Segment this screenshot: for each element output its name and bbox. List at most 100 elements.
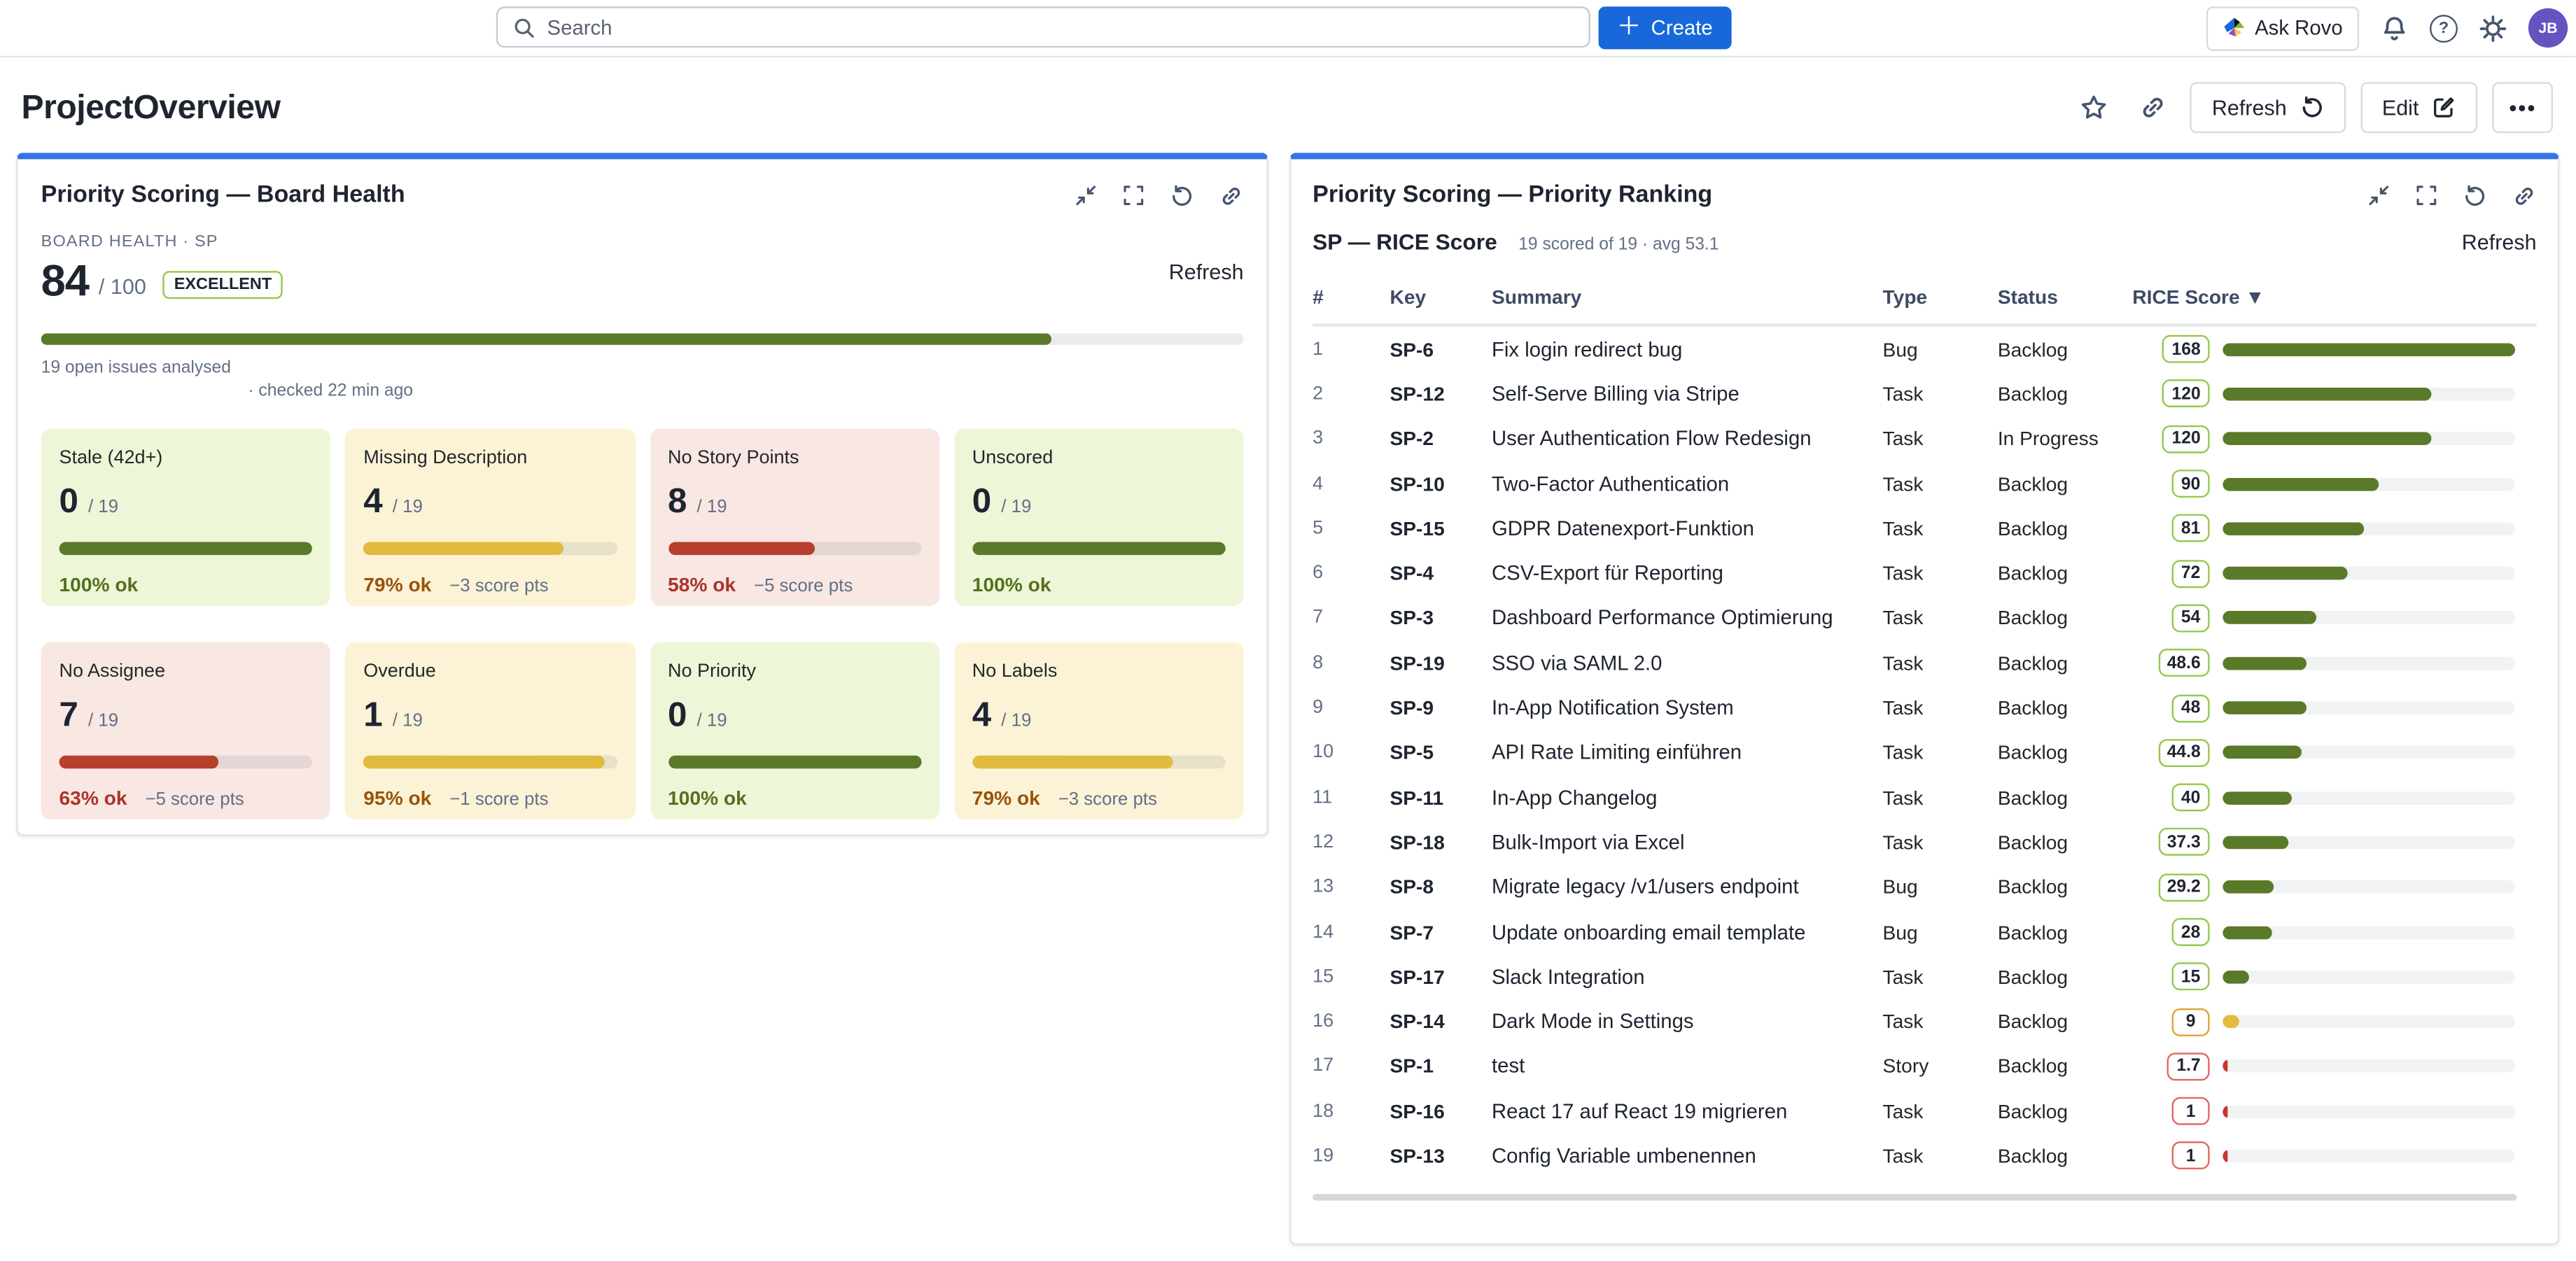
board-health-gadget: Priority Scoring — Board Health BOARD HE… <box>16 153 1268 836</box>
gadget-title: Priority Scoring — Board Health <box>41 183 405 209</box>
link-icon[interactable] <box>1219 183 1243 208</box>
rice-score-badge: 44.8 <box>2158 739 2210 767</box>
row-issue-key: SP-15 <box>1390 517 1492 540</box>
col-summary[interactable]: Summary <box>1492 286 1883 309</box>
row-issue-key: SP-13 <box>1390 1145 1492 1168</box>
col-key[interactable]: Key <box>1390 286 1492 309</box>
row-issue-key: SP-14 <box>1390 1010 1492 1034</box>
row-issue-key: SP-7 <box>1390 920 1492 943</box>
stat-card-pct: 58% ok <box>668 573 736 596</box>
refresh-button[interactable]: Refresh <box>2190 82 2346 133</box>
more-actions-button[interactable]: ••• <box>2493 82 2553 133</box>
health-stat-card: Overdue 1 / 19 95% ok −1 score pts <box>345 642 635 819</box>
history-refresh-icon[interactable] <box>1170 183 1194 208</box>
copy-link-icon[interactable] <box>2132 94 2176 122</box>
horizontal-scrollbar[interactable] <box>1312 1193 2516 1199</box>
row-status: In Progress <box>1998 428 2132 451</box>
stat-card-pct: 100% ok <box>59 573 138 596</box>
row-summary: In-App Notification System <box>1492 696 1883 719</box>
row-issue-key: SP-3 <box>1390 607 1492 630</box>
row-status: Backlog <box>1998 1055 2132 1078</box>
rice-score-bar <box>2222 1105 2515 1118</box>
ranking-refresh-link[interactable]: Refresh <box>2462 230 2537 255</box>
edit-button[interactable]: Edit <box>2360 82 2478 133</box>
star-favorite-icon[interactable] <box>2072 94 2116 122</box>
stat-card-bar <box>363 756 617 769</box>
help-icon[interactable]: ? <box>2430 14 2458 42</box>
stat-card-pct: 79% ok <box>972 787 1040 810</box>
collapse-icon[interactable] <box>2367 184 2390 207</box>
row-type: Task <box>1883 1010 1998 1034</box>
row-score-cell: 48 <box>2132 694 2536 722</box>
row-status: Backlog <box>1998 875 2132 899</box>
col-type[interactable]: Type <box>1883 286 1998 309</box>
fullscreen-icon[interactable] <box>2415 184 2438 207</box>
table-row: 12 SP-18 Bulk-Import via Excel Task Back… <box>1312 820 2536 865</box>
row-status: Backlog <box>1998 1100 2132 1123</box>
notifications-bell-icon[interactable] <box>2381 14 2409 42</box>
rice-score-bar <box>2222 791 2515 804</box>
row-status: Backlog <box>1998 383 2132 406</box>
table-row: 11 SP-11 In-App Changelog Task Backlog 4… <box>1312 775 2536 820</box>
history-refresh-icon[interactable] <box>2463 183 2487 208</box>
row-summary: Self-Serve Billing via Stripe <box>1492 383 1883 406</box>
ranking-table-header: # Key Summary Type Status RICE Score ▼ <box>1312 286 2536 327</box>
col-score-sorted[interactable]: RICE Score ▼ <box>2132 286 2536 309</box>
row-rank: 11 <box>1312 788 1390 808</box>
row-status: Backlog <box>1998 338 2132 361</box>
fullscreen-icon[interactable] <box>1122 184 1145 207</box>
row-summary: API Rate Limiting einführen <box>1492 741 1883 764</box>
row-score-cell: 15 <box>2132 963 2536 991</box>
row-summary: test <box>1492 1055 1883 1078</box>
global-search-input[interactable]: Search <box>496 6 1590 48</box>
create-button[interactable]: ＋ Create <box>1599 6 1731 49</box>
stat-card-label: No Assignee <box>59 662 312 682</box>
board-health-refresh-link[interactable]: Refresh <box>1169 260 1244 284</box>
board-health-section-label: BOARD HEALTH · SP <box>41 233 1244 251</box>
rice-score-badge: 1.7 <box>2167 1052 2209 1080</box>
ask-rovo-button[interactable]: Ask Rovo <box>2206 6 2359 50</box>
health-score-value: 84 <box>41 256 89 307</box>
rice-score-badge: 1 <box>2172 1097 2210 1125</box>
row-summary: Migrate legacy /v1/users endpoint <box>1492 875 1883 899</box>
health-rating-badge: EXCELLENT <box>162 271 283 299</box>
col-rank[interactable]: # <box>1312 286 1390 309</box>
row-summary: Dashboard Performance Optimierung <box>1492 607 1883 630</box>
search-icon <box>512 15 536 38</box>
link-icon[interactable] <box>2512 183 2536 208</box>
row-score-cell: 72 <box>2132 559 2536 587</box>
row-issue-key: SP-6 <box>1390 338 1492 361</box>
collapse-icon[interactable] <box>1074 184 1098 207</box>
row-status: Backlog <box>1998 607 2132 630</box>
rice-score-badge: 40 <box>2172 784 2210 812</box>
settings-gear-icon[interactable] <box>2479 14 2507 42</box>
col-status[interactable]: Status <box>1998 286 2132 309</box>
table-row: 4 SP-10 Two-Factor Authentication Task B… <box>1312 461 2536 506</box>
rice-score-bar <box>2222 880 2515 894</box>
stat-card-total: / 19 <box>88 711 118 731</box>
row-score-cell: 28 <box>2132 918 2536 946</box>
dashboard-content: Priority Scoring — Board Health BOARD HE… <box>0 153 2576 1245</box>
row-status: Backlog <box>1998 696 2132 719</box>
row-issue-key: SP-8 <box>1390 875 1492 899</box>
stat-card-value: 0 <box>668 696 687 735</box>
rice-score-badge: 48 <box>2172 694 2210 722</box>
health-stat-card: Stale (42d+) 0 / 19 100% ok <box>41 429 331 606</box>
stat-card-label: Missing Description <box>363 449 617 468</box>
row-type: Task <box>1883 472 1998 495</box>
table-row: 18 SP-16 React 17 auf React 19 migrieren… <box>1312 1089 2536 1134</box>
rice-score-bar <box>2222 746 2515 759</box>
row-type: Task <box>1883 1145 1998 1168</box>
row-status: Backlog <box>1998 1145 2132 1168</box>
row-rank: 1 <box>1312 339 1390 359</box>
health-stat-cards: Stale (42d+) 0 / 19 100% ok Missing Desc… <box>41 429 1244 820</box>
row-rank: 15 <box>1312 967 1390 987</box>
stat-card-value: 0 <box>972 483 991 522</box>
row-type: Task <box>1883 696 1998 719</box>
row-issue-key: SP-4 <box>1390 562 1492 585</box>
stat-card-pct: 100% ok <box>668 787 747 810</box>
user-avatar[interactable]: JB <box>2528 8 2568 48</box>
row-issue-key: SP-11 <box>1390 786 1492 809</box>
table-row: 5 SP-15 GDPR Datenexport-Funktion Task B… <box>1312 506 2536 551</box>
rice-score-badge: 72 <box>2172 559 2210 587</box>
